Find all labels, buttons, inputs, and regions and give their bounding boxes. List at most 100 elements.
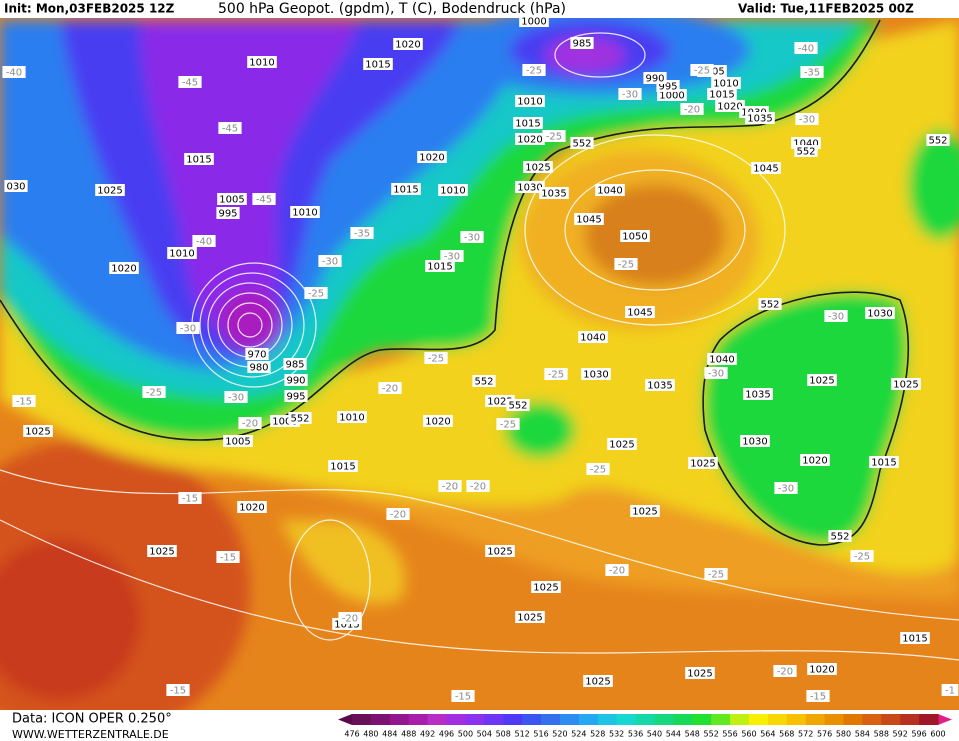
temperature-label: -25 xyxy=(590,465,606,476)
temperature-label-box xyxy=(350,227,374,239)
colorbar-tick-label: 600 xyxy=(930,730,945,739)
pressure-label: 995 xyxy=(286,392,305,403)
pressure-label: 1015 xyxy=(709,90,734,101)
temperature-label: -30 xyxy=(322,257,338,268)
colorbar-tick-label: 588 xyxy=(874,730,889,739)
pressure-label-box xyxy=(583,675,613,687)
colorbar-tick-label: 552 xyxy=(704,730,719,739)
pressure-label: 1025 xyxy=(97,186,122,197)
pressure-label-box xyxy=(515,181,545,193)
temperature-label: -25 xyxy=(708,570,724,581)
temperature-label: -25 xyxy=(694,66,710,77)
temperature-label-box xyxy=(704,367,728,379)
pressure-label: 1025 xyxy=(487,547,512,558)
pressure-label: 1035 xyxy=(647,381,672,392)
pressure-label-box xyxy=(391,183,421,195)
temperature-label: -30 xyxy=(799,115,815,126)
pressure-label-box xyxy=(607,438,637,450)
pressure-label: 985 xyxy=(285,360,304,371)
temperature-label-box xyxy=(690,64,714,76)
pressure-label: 1025 xyxy=(609,440,634,451)
pressure-label-box xyxy=(740,435,770,447)
temperature-label-box xyxy=(704,568,728,580)
temperature-label-box xyxy=(318,255,342,267)
temperature-label: -25 xyxy=(500,420,516,431)
colorbar-high-arrow xyxy=(938,714,952,725)
height-label-box xyxy=(758,298,782,310)
colorbar-tick-label: 544 xyxy=(666,730,681,739)
pressure-label: 1020 xyxy=(717,102,742,113)
temperature-label-box xyxy=(142,386,166,398)
temperature-label: -30 xyxy=(828,312,844,323)
colorbar-tick-label: 520 xyxy=(552,730,567,739)
pressure-label-box xyxy=(423,415,453,427)
height-label: 552 xyxy=(830,532,849,543)
pressure-label: 1040 xyxy=(793,139,818,150)
temperature-label: -15 xyxy=(455,692,471,703)
temperature-label-box xyxy=(378,382,402,394)
colorbar-tick-label: 528 xyxy=(590,730,605,739)
pressure-label-box xyxy=(620,230,650,242)
temperature-label: -25 xyxy=(548,370,564,381)
pressure-label-box xyxy=(515,95,545,107)
pressure-label-box xyxy=(685,667,715,679)
colorbar-tick-label: 524 xyxy=(571,730,586,739)
pressure-label: 1045 xyxy=(576,215,601,226)
colorbar-cell xyxy=(503,714,523,725)
pressure-label: 1025 xyxy=(149,547,174,558)
colorbar-tick-label: 500 xyxy=(458,730,473,739)
temperature-label: -15 xyxy=(220,553,236,564)
pressure-label-box xyxy=(247,361,271,373)
pressure-label-box xyxy=(625,306,655,318)
pressure-label-box xyxy=(247,56,277,68)
temperature-label: -20 xyxy=(442,482,458,493)
height-label: 552 xyxy=(928,136,947,147)
pressure-label-box xyxy=(438,184,468,196)
pressure-label-box xyxy=(711,77,741,89)
temperature-label-box xyxy=(424,352,448,364)
pressure-label-box xyxy=(328,460,358,472)
temperature-label-box xyxy=(800,66,824,78)
pressure-label: 1025 xyxy=(632,507,657,518)
height-label-box xyxy=(926,134,950,146)
temperature-label: -40 xyxy=(6,68,22,79)
pressure-label: 1025 xyxy=(893,380,918,391)
colorbar-cell xyxy=(654,714,674,725)
pressure-label-box xyxy=(574,213,604,225)
colorbar-tick-label: 592 xyxy=(893,730,908,739)
pressure-label-box xyxy=(284,374,308,386)
pressure-label-box xyxy=(891,378,921,390)
colorbar-tick-label: 476 xyxy=(344,730,359,739)
pressure-label: 1045 xyxy=(753,164,778,175)
colorbar-tick-label: 580 xyxy=(836,730,851,739)
pressure-label: 1025 xyxy=(690,459,715,470)
colorbar-tick-label: 560 xyxy=(741,730,756,739)
colorbar-cell xyxy=(352,714,372,725)
colorbar-cell xyxy=(748,714,769,725)
colorbar-tick-label: 508 xyxy=(496,730,511,739)
pressure-label-box xyxy=(23,425,53,437)
temperature-label: -40 xyxy=(798,44,814,55)
temperature-label-box xyxy=(238,417,262,429)
pressure-label: 990 xyxy=(286,376,305,387)
data-source: Data: ICON OPER 0.250° xyxy=(12,712,172,727)
temperature-label: -30 xyxy=(180,324,196,335)
colorbar-cell xyxy=(843,714,863,725)
colorbar-tick-label: 536 xyxy=(628,730,643,739)
temperature-label: -30 xyxy=(708,369,724,380)
temperature-label: -30 xyxy=(622,90,638,101)
temperature-label-box xyxy=(12,395,36,407)
pressure-label: 1025 xyxy=(487,397,512,408)
temperature-label-box xyxy=(338,612,362,624)
pressure-label-box xyxy=(707,353,737,365)
pressure-label-box xyxy=(630,505,660,517)
colorbar-tick-label: 532 xyxy=(609,730,624,739)
height-label-box xyxy=(794,145,818,157)
pressure-label-box xyxy=(745,112,775,124)
pressure-label: 1015 xyxy=(365,60,390,71)
pressure-label-box xyxy=(184,153,214,165)
temperature-label: -35 xyxy=(354,229,370,240)
temperature-label-box xyxy=(824,310,848,322)
